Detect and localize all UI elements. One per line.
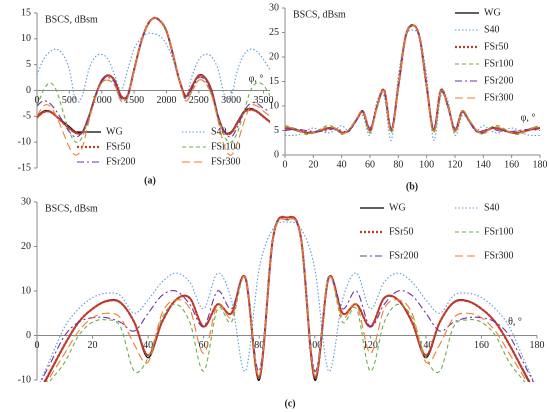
x-axis-label: θ, ° bbox=[508, 316, 522, 327]
series-line bbox=[39, 221, 535, 382]
x-tick-label: 80 bbox=[393, 159, 403, 170]
legend-label: FSr50 bbox=[484, 41, 508, 52]
x-tick-label: 120 bbox=[448, 159, 463, 170]
x-tick-label: 140 bbox=[418, 340, 433, 351]
y-tick-label: 5 bbox=[274, 125, 279, 136]
legend-label: FSr300 bbox=[211, 156, 240, 167]
x-tick-label: 60 bbox=[365, 159, 375, 170]
y-tick-label: 15 bbox=[269, 76, 279, 87]
legend-label: FSr100 bbox=[211, 141, 240, 152]
x-axis-label: φ, ° bbox=[249, 73, 264, 84]
y-tick-label: 30 bbox=[269, 2, 279, 13]
series-line bbox=[44, 216, 530, 382]
legend-label: S40 bbox=[484, 202, 500, 213]
series-line bbox=[37, 17, 270, 143]
y-tick-label: 30 bbox=[21, 196, 31, 207]
series-line bbox=[285, 24, 540, 134]
series-line bbox=[43, 215, 531, 382]
y-tick-label: 20 bbox=[21, 241, 31, 252]
panel: -15 -10 -5 0 5 10 15 0 500 1000 1500 2000 2500 3000 35… bbox=[18, 7, 274, 186]
x-tick-label: 140 bbox=[476, 159, 491, 170]
x-tick-label: 0 bbox=[35, 340, 40, 351]
x-tick-label: 120 bbox=[363, 340, 378, 351]
y-tick-label: 0 bbox=[26, 85, 31, 96]
x-tick-label: 2000 bbox=[156, 95, 176, 106]
series-line bbox=[37, 17, 270, 138]
chart-title: BSCS, dBsm bbox=[45, 14, 98, 25]
x-tick-label: 20 bbox=[308, 159, 318, 170]
panel: 0 5 10 15 20 25 30 0 20 40 60 80 100 120 140 160 180 WG S4… bbox=[269, 2, 548, 192]
x-tick-label: 60 bbox=[199, 340, 209, 351]
panel-caption: (b) bbox=[406, 181, 418, 192]
chart-title: BSCS, dBsm bbox=[293, 9, 346, 20]
x-tick-label: 1500 bbox=[124, 95, 144, 106]
series-line bbox=[37, 16, 270, 136]
y-tick-label: 0 bbox=[274, 149, 279, 160]
legend-label: WG bbox=[484, 7, 501, 18]
y-tick-label: 10 bbox=[21, 285, 31, 296]
legend-label: WG bbox=[389, 202, 406, 213]
x-tick-label: 2500 bbox=[189, 95, 209, 106]
x-tick-label: 3000 bbox=[221, 95, 241, 106]
legend-label: FSr100 bbox=[484, 226, 513, 237]
y-tick-label: 25 bbox=[269, 27, 279, 38]
x-tick-label: 0 bbox=[283, 159, 288, 170]
x-tick-label: 500 bbox=[62, 95, 77, 106]
series-line bbox=[285, 24, 540, 136]
legend-label: FSr200 bbox=[106, 156, 135, 167]
x-tick-label: 180 bbox=[533, 159, 548, 170]
panel-caption: (a) bbox=[144, 175, 156, 186]
y-tick-label: 20 bbox=[269, 51, 279, 62]
legend-label: FSr100 bbox=[484, 58, 513, 69]
series-line bbox=[285, 25, 540, 133]
series-line bbox=[48, 218, 526, 382]
series-line bbox=[37, 17, 270, 156]
legend-label: S40 bbox=[211, 126, 227, 137]
x-tick-label: 3500 bbox=[254, 95, 274, 106]
series-line bbox=[37, 17, 270, 135]
x-tick-label: 20 bbox=[88, 340, 98, 351]
y-tick-label: -15 bbox=[18, 162, 31, 173]
x-tick-label: 0 bbox=[35, 95, 40, 106]
panel: -10 0 10 20 30 0 20 40 60 80 100 120 140 160 180 WG S40 F… bbox=[18, 196, 545, 409]
series-line bbox=[46, 218, 528, 382]
x-tick-label: 160 bbox=[474, 340, 489, 351]
series-line bbox=[285, 29, 540, 141]
x-tick-label: 1000 bbox=[92, 95, 112, 106]
x-tick-label: 160 bbox=[504, 159, 519, 170]
x-tick-label: 100 bbox=[307, 340, 322, 351]
legend-label: FSr50 bbox=[106, 141, 130, 152]
y-tick-label: 15 bbox=[21, 7, 31, 18]
x-tick-label: 100 bbox=[419, 159, 434, 170]
panel-caption: (c) bbox=[284, 398, 295, 409]
x-tick-label: 40 bbox=[337, 159, 347, 170]
series-line bbox=[39, 218, 535, 382]
series-line bbox=[285, 25, 540, 135]
legend-label: FSr300 bbox=[484, 250, 513, 261]
x-tick-label: 80 bbox=[254, 340, 264, 351]
y-tick-label: -5 bbox=[23, 111, 31, 122]
y-tick-label: 5 bbox=[26, 59, 31, 70]
x-axis-label: φ, ° bbox=[521, 112, 536, 123]
legend-label: FSr50 bbox=[389, 226, 413, 237]
x-tick-label: 180 bbox=[530, 340, 545, 351]
legend-label: S40 bbox=[484, 24, 500, 35]
y-tick-label: 10 bbox=[21, 33, 31, 44]
y-tick-label: -10 bbox=[18, 374, 31, 385]
legend-label: FSr200 bbox=[484, 75, 513, 86]
series-line bbox=[37, 32, 270, 104]
x-tick-label: 40 bbox=[143, 340, 153, 351]
y-tick-label: -10 bbox=[18, 136, 31, 147]
legend-label: FSr300 bbox=[484, 92, 513, 103]
y-tick-label: 0 bbox=[26, 330, 31, 341]
chart-title: BSCS, dBsm bbox=[45, 203, 98, 214]
legend-label: WG bbox=[106, 126, 123, 137]
y-tick-label: 10 bbox=[269, 100, 279, 111]
legend-label: FSr200 bbox=[389, 250, 418, 261]
